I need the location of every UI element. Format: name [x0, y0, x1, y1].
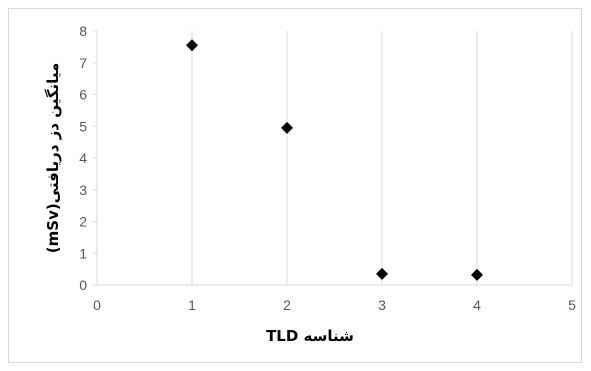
y-tick-label-3: 3	[79, 182, 87, 198]
data-point-4	[471, 268, 483, 281]
y-tick-label-5: 5	[79, 118, 87, 134]
y-tick-label-6: 6	[79, 87, 87, 103]
chart-frame	[8, 8, 582, 363]
y-axis-title: میانگین دز دریافتی(mSv)	[44, 63, 62, 253]
x-tick-label-1: 1	[188, 297, 196, 313]
y-tick-label-4: 4	[79, 150, 87, 166]
x-tick-label-2: 2	[283, 297, 291, 313]
x-tick-label-3: 3	[378, 297, 386, 313]
gridlines	[191, 31, 573, 285]
data-point-1	[186, 39, 198, 52]
x-tick-label-0: 0	[93, 297, 101, 313]
y-tick-label-8: 8	[79, 23, 87, 39]
axes	[96, 31, 572, 286]
y-tick-label-7: 7	[79, 55, 87, 71]
x-axis-title: شناسه TLD	[266, 327, 354, 345]
data-point-3	[376, 267, 388, 280]
x-tick-label-4: 4	[473, 297, 481, 313]
data-points	[186, 39, 483, 281]
y-tick-label-0: 0	[79, 277, 87, 293]
y-tick-label-2: 2	[79, 214, 87, 230]
x-tick-label-5: 5	[568, 297, 576, 313]
data-point-2	[281, 121, 293, 134]
x-tick-labels: 0 1 2 3 4 5	[93, 297, 576, 313]
y-tick-labels: 0 1 2 3 4 5 6 7 8	[79, 23, 97, 293]
y-tick-label-1: 1	[79, 245, 87, 261]
